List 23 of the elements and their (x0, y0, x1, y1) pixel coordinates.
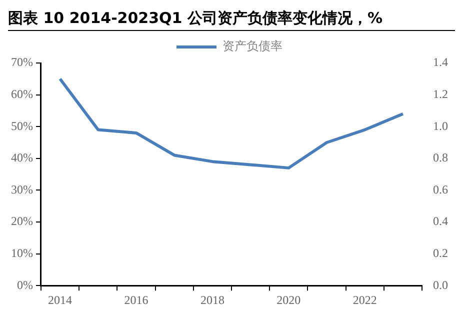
y-tick-label: 10% (10, 246, 33, 260)
x-tick-label: 2022 (352, 292, 377, 307)
x-tick-label: 2016 (124, 292, 148, 307)
x-tick-label: 2020 (276, 292, 301, 307)
y-tick-label: 0% (16, 278, 33, 292)
x-tick-label: 2018 (200, 292, 224, 307)
y2-tick-label: 0.4 (433, 214, 448, 228)
y-tick-label: 20% (10, 214, 33, 228)
y-tick-label: 30% (10, 182, 33, 196)
legend-label: 资产负债率 (222, 39, 282, 54)
y2-tick-label: 1.4 (433, 55, 448, 70)
y2-tick-label: 1.2 (433, 86, 448, 101)
y-tick-label: 40% (10, 150, 33, 165)
x-tick-label: 2014 (48, 292, 72, 307)
y2-tick-label: 0.2 (433, 246, 448, 260)
y2-tick-label: 1.0 (433, 118, 448, 133)
y-tick-label: 50% (10, 118, 33, 133)
y2-tick-label: 0.6 (433, 182, 448, 196)
y2-tick-label: 0.0 (433, 278, 448, 292)
y-tick-label: 70% (10, 55, 33, 70)
y-tick-label: 60% (10, 86, 33, 101)
y2-tick-label: 0.8 (433, 150, 448, 165)
chart-title: 图表 10 2014-2023Q1 公司资产负债率变化情况，% (8, 8, 455, 31)
